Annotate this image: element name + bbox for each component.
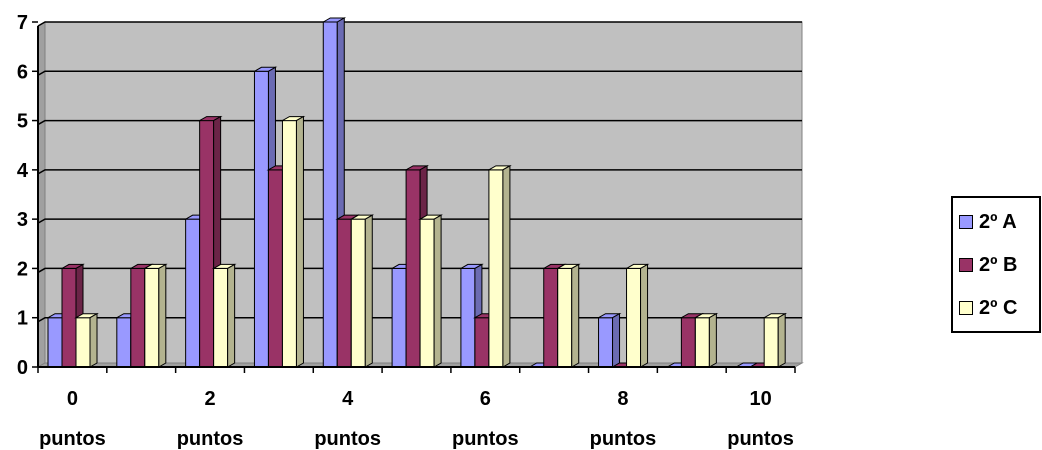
bar-front	[130, 267, 146, 368]
bar-front	[75, 317, 91, 368]
bar-front	[322, 21, 338, 368]
x-tick-label-unit: puntos	[590, 428, 657, 450]
bar-front	[281, 120, 297, 368]
legend-label-2c: 2º C	[979, 296, 1018, 319]
x-tick-label-unit: puntos	[39, 428, 106, 450]
bar	[487, 164, 512, 368]
bar-front	[61, 267, 77, 368]
bar-chart: 0 1 2 3 4 5 6 7 0 puntos 2 puntos 4 puntos 6 puntos 8 pu…	[17, 12, 804, 450]
legend-item-2b: 2º B	[959, 253, 1017, 277]
bar	[74, 312, 99, 368]
x-tick-label: 6	[480, 388, 491, 410]
bar-front	[488, 169, 504, 368]
bar-front	[626, 267, 642, 368]
legend-item-2a: 2º A	[959, 210, 1017, 234]
bar-side	[708, 312, 717, 368]
bar-front	[199, 120, 215, 368]
bar-front	[253, 70, 269, 368]
x-tick-label-unit: puntos	[314, 428, 381, 450]
bar	[624, 263, 650, 368]
bar-front	[350, 218, 366, 368]
bar-side	[571, 263, 580, 368]
bar-side	[777, 312, 786, 368]
legend-swatch-2c	[959, 301, 973, 315]
x-tick-label: 4	[342, 388, 354, 410]
gridline	[37, 119, 802, 126]
legend: 2º A 2º B 2º C	[951, 196, 1041, 333]
bar-front	[474, 317, 490, 368]
bar-front	[185, 218, 201, 368]
bar-front	[47, 317, 63, 368]
gridline	[37, 218, 802, 224]
bar-side	[227, 263, 236, 368]
bar-front	[405, 169, 421, 368]
bar-side	[433, 214, 442, 368]
x-tick-label: 0	[67, 388, 78, 410]
bar-front	[680, 317, 696, 368]
legend-label-2a: 2º A	[979, 210, 1017, 233]
gridline	[37, 169, 802, 175]
x-tick-label-unit: puntos	[727, 428, 794, 450]
bar-front	[391, 267, 407, 368]
bar-front	[598, 317, 614, 368]
gridline	[37, 21, 802, 27]
y-tick-label: 1	[17, 308, 28, 330]
bar-front	[694, 317, 710, 368]
bar	[280, 115, 306, 368]
gridline	[37, 70, 802, 76]
x-tick-label: 8	[617, 388, 628, 410]
bar	[762, 312, 788, 368]
bar-front	[763, 317, 779, 368]
x-tick-label: 10	[749, 388, 771, 410]
y-tick-label: 6	[17, 61, 28, 83]
y-tick-label: 5	[17, 111, 28, 133]
bar-side	[295, 115, 304, 368]
y-tick-label: 3	[17, 209, 28, 231]
bar-side	[158, 263, 167, 368]
bar	[349, 214, 375, 368]
y-tick-label: 7	[17, 12, 28, 34]
bar	[693, 312, 719, 368]
y-tick-labels: 0 1 2 3 4 5 6 7	[17, 12, 29, 379]
bar-front	[267, 169, 283, 368]
bar	[596, 312, 622, 368]
bar-front	[213, 267, 229, 368]
bar-front	[460, 267, 476, 368]
y-tick-label: 0	[17, 357, 28, 379]
bar-front	[116, 317, 132, 368]
bar-side	[89, 312, 98, 368]
bar	[142, 263, 168, 368]
bar	[418, 214, 443, 368]
x-tick-label-unit: puntos	[177, 428, 244, 450]
bar-side	[502, 164, 511, 368]
legend-item-2c: 2º C	[959, 296, 1017, 320]
bar-front	[543, 267, 559, 368]
bar	[555, 263, 581, 368]
bar-front	[557, 267, 573, 368]
legend-label-2b: 2º B	[979, 253, 1018, 276]
bar-front	[336, 218, 352, 368]
y-tick-label: 2	[17, 258, 28, 280]
bar-side	[364, 214, 373, 368]
x-tick-labels: 0 puntos 2 puntos 4 puntos 6 puntos 8 puntos 10 pun…	[39, 388, 794, 450]
legend-swatch-2a	[959, 215, 973, 229]
bar	[211, 263, 237, 368]
bar-side	[640, 263, 649, 368]
y-tick-label: 4	[17, 160, 29, 182]
bar-side	[612, 312, 621, 368]
bar-front	[144, 267, 160, 368]
legend-swatch-2b	[959, 258, 973, 272]
x-tick-label: 2	[204, 388, 215, 410]
bar-front	[419, 218, 435, 368]
x-tick-label-unit: puntos	[452, 428, 519, 450]
axes	[32, 21, 796, 373]
bars	[46, 17, 788, 368]
